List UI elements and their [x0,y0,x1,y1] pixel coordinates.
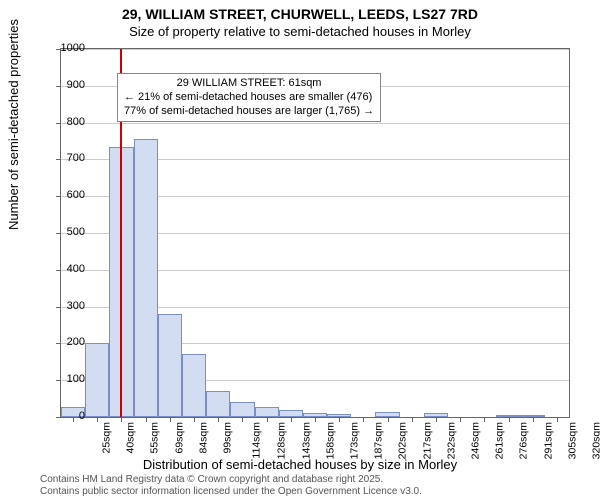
x-tick-mark [315,417,316,422]
footer-line-1: Contains HM Land Registry data © Crown c… [40,474,422,486]
annotation-line: 29 WILLIAM STREET: 61sqm [124,77,374,91]
x-tick-mark [460,417,461,422]
x-tick-mark [291,417,292,422]
x-tick-mark [363,417,364,422]
x-tick-mark [97,417,98,422]
x-tick-mark [388,417,389,422]
x-tick-mark [194,417,195,422]
chart-title: 29, WILLIAM STREET, CHURWELL, LEEDS, LS2… [0,6,600,22]
histogram-bar [182,354,206,417]
x-tick-label: 114sqm [251,422,263,459]
gridline [61,123,569,124]
y-tick-label: 700 [45,152,85,164]
y-tick-label: 0 [45,410,85,422]
histogram-bar [230,402,254,417]
y-tick-label: 900 [45,79,85,91]
x-tick-mark [218,417,219,422]
y-tick-label: 400 [45,263,85,275]
x-tick-label: 84sqm [197,422,209,454]
y-tick-label: 100 [45,373,85,385]
annotation-line: 77% of semi-detached houses are larger (… [124,105,374,119]
histogram-bar [134,139,158,417]
y-tick-label: 800 [45,116,85,128]
annotation-line: ← 21% of semi-detached houses are smalle… [124,91,374,105]
x-tick-mark [533,417,534,422]
x-tick-mark [436,417,437,422]
x-tick-label: 173sqm [348,422,360,459]
histogram-bar [279,410,303,417]
y-axis-title: Number of semi-detached properties [6,19,21,230]
x-tick-label: 25sqm [101,422,113,454]
x-tick-label: 291sqm [542,422,554,459]
x-tick-mark [484,417,485,422]
x-tick-label: 187sqm [373,422,385,459]
y-tick-label: 500 [45,226,85,238]
footer-line-2: Contains public sector information licen… [40,486,422,498]
y-tick-label: 200 [45,336,85,348]
x-tick-label: 320sqm [590,422,600,459]
gridline [61,49,569,50]
chart-footer: Contains HM Land Registry data © Crown c… [40,474,422,498]
x-tick-mark [121,417,122,422]
x-tick-label: 40sqm [125,422,137,454]
histogram-bar [85,343,109,417]
x-tick-label: 261sqm [494,422,506,459]
x-tick-mark [509,417,510,422]
x-tick-mark [242,417,243,422]
y-tick-label: 300 [45,300,85,312]
x-tick-mark [412,417,413,422]
annotation-box: 29 WILLIAM STREET: 61sqm← 21% of semi-de… [117,73,381,122]
x-tick-label: 276sqm [518,422,530,459]
x-tick-label: 202sqm [397,422,409,459]
x-tick-mark [339,417,340,422]
x-tick-label: 99sqm [222,422,234,454]
histogram-bar [158,314,182,417]
histogram-bar [206,391,230,417]
x-tick-label: 158sqm [324,422,336,459]
histogram-bar [255,407,279,417]
x-tick-label: 128sqm [276,422,288,459]
x-tick-label: 246sqm [469,422,481,459]
y-tick-label: 600 [45,189,85,201]
x-tick-label: 143sqm [300,422,312,459]
chart-plot-area: 29 WILLIAM STREET: 61sqm← 21% of semi-de… [60,48,570,418]
chart-subtitle: Size of property relative to semi-detach… [0,24,600,39]
y-tick-label: 1000 [45,42,85,54]
x-tick-mark [146,417,147,422]
x-tick-label: 69sqm [173,422,185,454]
x-tick-mark [557,417,558,422]
x-tick-label: 305sqm [566,422,578,459]
x-tick-mark [267,417,268,422]
x-tick-label: 217sqm [421,422,433,459]
x-tick-label: 232sqm [445,422,457,459]
x-tick-mark [170,417,171,422]
x-tick-label: 55sqm [149,422,161,454]
